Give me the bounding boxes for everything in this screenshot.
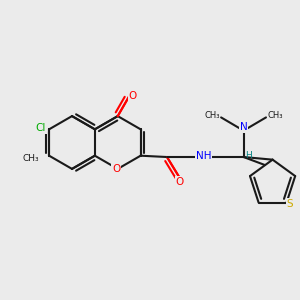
Text: O: O — [112, 164, 120, 174]
Text: H: H — [245, 151, 252, 160]
Text: CH₃: CH₃ — [204, 110, 220, 119]
Text: Cl: Cl — [35, 123, 46, 133]
Text: O: O — [128, 91, 137, 101]
Text: O: O — [176, 177, 184, 187]
Text: NH: NH — [196, 151, 211, 160]
Text: N: N — [240, 122, 248, 132]
Text: CH₃: CH₃ — [23, 154, 40, 163]
Text: CH₃: CH₃ — [268, 110, 283, 119]
Text: S: S — [287, 199, 293, 209]
